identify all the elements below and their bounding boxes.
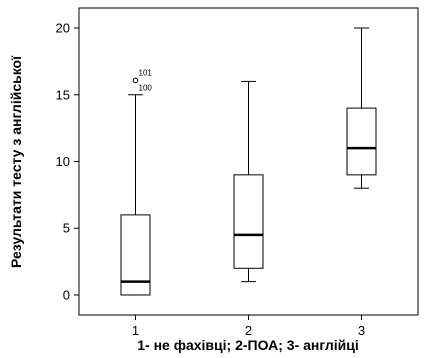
x-tick-label: 2: [245, 323, 252, 338]
x-axis: 1 2 3: [132, 315, 365, 338]
y-tick-label: 0: [63, 287, 70, 302]
box-group-1: 101 100: [120, 68, 153, 296]
y-axis: 0 5 10 15 20: [56, 21, 79, 302]
x-axis-title: 1- не фахівці; 2-ПОА; 3- англійці: [137, 337, 359, 353]
outlier-point: [132, 77, 139, 84]
x-tick-label: 3: [358, 323, 365, 338]
boxes-layer: 101 100: [120, 27, 377, 296]
outlier-label: 101: [139, 68, 153, 77]
y-axis-title: Результати тесту з англійської: [8, 55, 24, 268]
iqr-box: [233, 174, 264, 269]
y-tick-label: 5: [63, 221, 70, 236]
x-tick-label: 1: [132, 323, 139, 338]
box-group-3: [346, 27, 377, 189]
y-tick-label: 15: [56, 87, 70, 102]
y-tick-label: 20: [56, 21, 70, 36]
box-group-2: [233, 80, 264, 283]
iqr-box: [120, 214, 151, 296]
y-tick-label: 10: [56, 154, 70, 169]
outlier-label: 100: [139, 83, 153, 92]
iqr-box: [346, 107, 377, 176]
